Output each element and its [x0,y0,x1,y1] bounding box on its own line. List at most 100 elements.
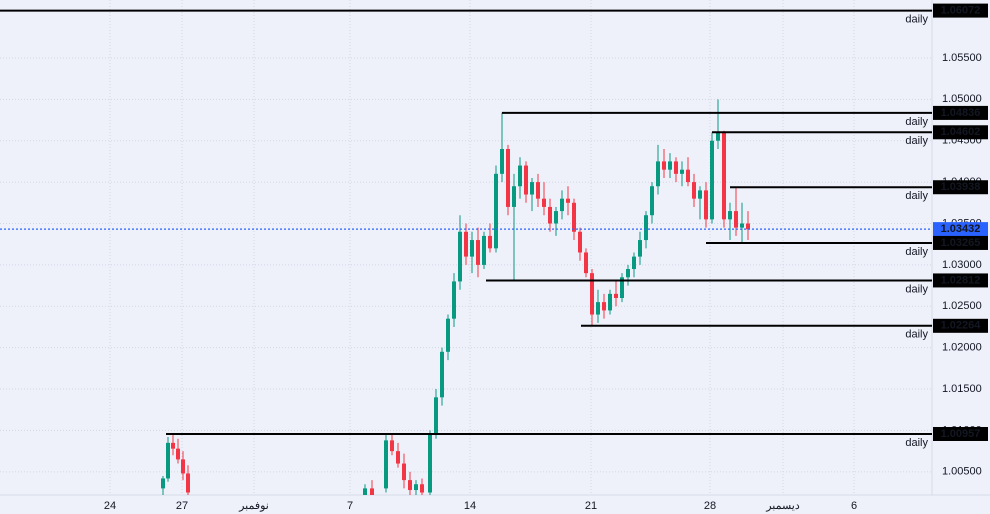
x-tick-label: 6 [851,500,857,512]
level-tag: daily [905,14,928,26]
level-price-box [933,105,988,120]
level-tag: daily [905,190,928,202]
level-price-label: 1.02264 [941,320,982,332]
level-price-box [933,180,988,195]
candle-body [566,198,570,203]
overlay: 1.005001.010001.015001.020001.025001.030… [0,3,988,512]
candle-body [384,440,388,489]
candle-body [494,173,498,249]
candle-body [596,302,600,315]
candle-body [710,140,714,220]
level-price-label: 1.06072 [941,5,981,17]
candle-body [698,190,702,199]
y-tick-label: 1.03000 [942,259,982,271]
level-price-label: 1.04602 [941,126,981,138]
y-tick-label: 1.02000 [942,342,982,354]
x-tick-label: 27 [176,500,188,512]
candle-body [440,351,444,398]
candle-body [668,161,672,170]
candle-body [488,235,492,249]
candle-body [176,448,180,460]
candle-body [674,161,678,174]
level-price-label: 1.04836 [941,107,981,119]
candle-body [584,252,588,274]
candle-body [518,165,522,187]
candle-body [686,169,690,183]
candle-body [363,488,367,495]
candle-body [434,397,438,435]
candle-body [704,190,708,220]
level-tag: daily [905,329,928,341]
x-tick-label: نوفمبر [238,500,269,512]
level-price-box [933,426,988,441]
level-price-box [933,273,988,288]
candle-body [506,148,510,207]
candle-body [608,293,612,311]
level-tag: daily [905,116,928,128]
candle-body [560,198,564,212]
candle-body [408,480,412,491]
candle-body [402,463,406,481]
candle-body [680,169,684,174]
candle-body [171,442,175,449]
level-tag: daily [905,437,928,449]
level-price-label: 1.00957 [941,428,981,440]
candle-body [166,442,170,479]
candle-body [692,182,696,199]
candle-body [734,211,738,228]
candle-body [638,240,642,257]
candles [161,99,750,495]
candle-body [650,186,654,216]
candle-body [396,451,400,464]
candle-body [530,182,534,195]
candle-body [512,186,516,207]
candle-body [464,231,468,257]
candle-body [590,273,594,315]
level-price-box [933,3,988,18]
candle-body [186,473,190,493]
candle-body [500,148,504,174]
level-price-label: 1.02812 [941,274,981,286]
y-tick-label: 1.00500 [942,466,982,478]
candle-body [476,240,480,265]
candle-body [716,132,720,141]
candle-body [728,211,732,220]
candle-body [420,484,424,493]
y-tick-label: 1.01500 [942,383,982,395]
y-tick-label: 1.05500 [942,52,982,64]
candle-body [746,223,750,230]
y-tick-label: 1.02500 [942,300,982,312]
candle-body [482,235,486,265]
level-price-box [933,125,988,140]
candle-body [536,182,540,199]
x-tick-label: 7 [347,500,353,512]
candle-body [662,161,666,170]
x-tick-label: 24 [104,500,116,512]
candle-body [578,231,582,253]
candle-body [370,488,374,495]
candle-body [602,302,606,311]
candle-body [656,161,660,187]
candle-body [614,293,618,298]
candle-body [181,459,185,474]
y-tick-label: 1.05000 [942,93,982,105]
candle-body [458,231,462,282]
candle-body [740,223,744,228]
current-price-label: 1.03432 [941,223,981,235]
level-tag: daily [905,246,928,258]
candle-body [452,281,456,319]
x-tick-label: 14 [464,500,476,512]
candle-body [632,256,636,270]
candle-body [644,215,648,241]
candle-body [470,240,474,257]
candle-body [548,206,552,224]
candle-body [414,484,418,491]
candle-body [161,478,165,489]
candle-body [620,277,624,298]
x-tick-label: 21 [585,500,597,512]
level-tag: daily [905,135,928,147]
x-tick-label: ديسمبر [765,500,800,512]
